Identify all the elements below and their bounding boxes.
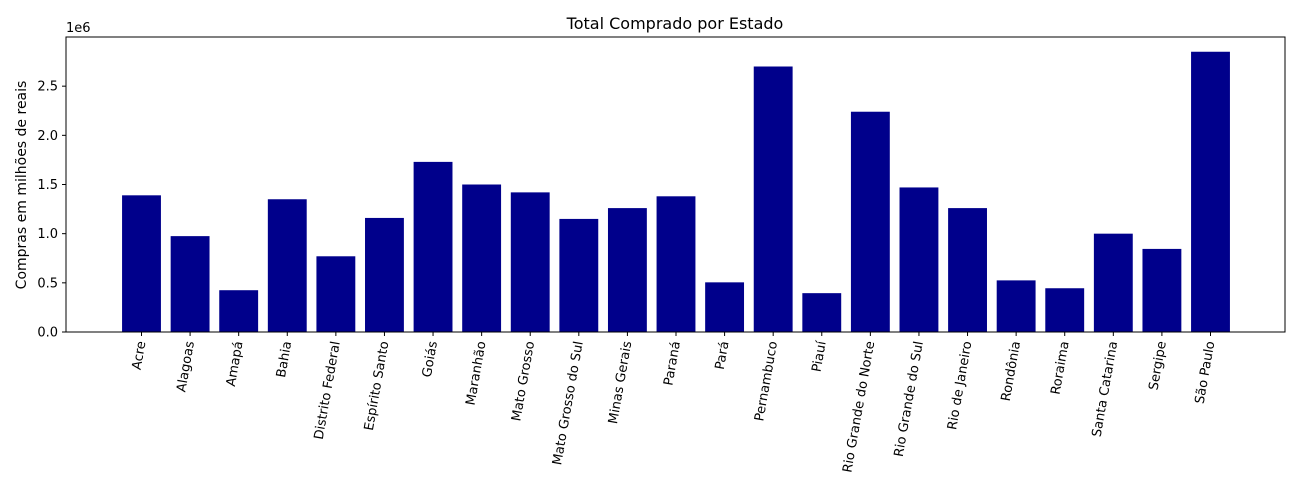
bar [1093, 233, 1133, 332]
bar [267, 199, 307, 332]
x-tick-label: Rio Grande do Sul [892, 340, 927, 458]
y-tick-label: 2.5 [37, 80, 58, 95]
bar [170, 236, 210, 332]
bar [219, 290, 259, 332]
y-axis-label: Compras em milhões de reais [14, 81, 30, 290]
x-tick-label: Sergipe [1146, 340, 1169, 391]
bar [1191, 51, 1230, 332]
bar [656, 196, 696, 332]
x-tick-label: Espírito Santo [362, 340, 392, 432]
bar [996, 280, 1036, 332]
y-tick-label: 1.0 [37, 227, 58, 242]
x-tick-label: Mato Grosso [509, 340, 538, 422]
x-tick-label: Pernambuco [752, 340, 781, 422]
x-tick-label: Pará [713, 340, 733, 371]
bar [1045, 288, 1085, 332]
bar [122, 195, 161, 332]
bar [850, 111, 890, 332]
x-tick-label: Rondônia [999, 340, 1024, 402]
x-axis: Acre Alagoas Amapá Bahia Distrito Federal Esp… [130, 332, 1219, 474]
y-tick-label: 2.0 [37, 129, 58, 144]
x-tick-label: Minas Gerais [606, 340, 635, 425]
y-tick-label: 0.5 [37, 276, 58, 291]
bars [122, 51, 1230, 332]
y-axis: 0.0 0.5 1.0 1.5 2.0 2.5 [37, 80, 66, 341]
bar [705, 282, 745, 332]
x-tick-label: Roraima [1049, 340, 1073, 396]
bar [462, 184, 502, 332]
x-tick-label: Piauí [810, 340, 830, 373]
bar [413, 161, 453, 332]
bar [607, 208, 647, 332]
bar [365, 217, 404, 332]
x-tick-label: Maranhão [464, 340, 490, 407]
x-tick-label: Goiás [420, 340, 441, 379]
bar [1142, 248, 1182, 332]
x-tick-label: Rio Grande do Norte [840, 340, 878, 474]
x-tick-label: São Paulo [1193, 340, 1219, 405]
y-tick-label: 1.5 [37, 178, 58, 193]
x-tick-label: Rio de Janeiro [945, 340, 975, 431]
bar [899, 187, 939, 332]
bar [510, 192, 550, 332]
y-axis-offset-text: 1e6 [66, 21, 91, 36]
x-tick-label: Bahia [274, 340, 295, 379]
x-tick-label: Paraná [661, 340, 684, 387]
bar [559, 218, 599, 332]
x-tick-label: Amapá [224, 340, 247, 388]
bar [753, 66, 793, 332]
x-tick-label: Distrito Federal [312, 340, 344, 441]
x-tick-label: Mato Grosso do Sul [550, 340, 587, 466]
bar [316, 256, 356, 332]
y-tick-label: 0.0 [37, 326, 58, 341]
bar [948, 208, 987, 332]
x-tick-label: Santa Catarina [1090, 340, 1122, 438]
x-tick-label: Alagoas [174, 340, 198, 393]
plot-frame [65, 36, 1286, 333]
bar [802, 293, 842, 332]
x-tick-label: Acre [130, 340, 150, 371]
chart-title: Total Comprado por Estado [566, 14, 784, 33]
